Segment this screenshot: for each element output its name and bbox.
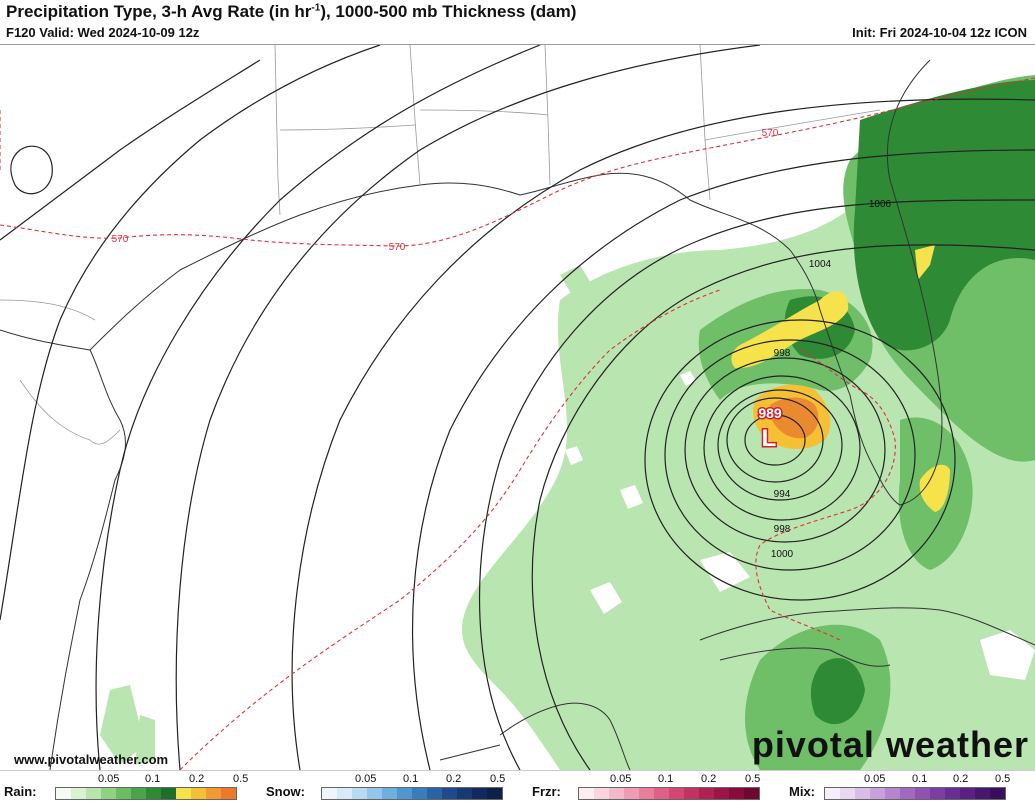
thickness-label: 570 — [112, 234, 129, 245]
legend-mix: Mix: 0.05 0.1 0.2 0.5 — [789, 773, 1011, 800]
legend-snow-swatch — [397, 788, 412, 799]
legend-frzr-label: Frzr: — [532, 784, 561, 799]
coastlines — [0, 59, 1035, 770]
legend-frzr-swatch — [714, 788, 729, 799]
low-pressure-center: 989 L — [757, 404, 784, 454]
legend-rain-swatch — [221, 788, 236, 799]
legend-snow-swatch — [322, 788, 337, 799]
weather-map: 1006 1004 998 994 998 1000 570 570 570 9… — [0, 45, 1035, 770]
legend-rain-swatch — [86, 788, 101, 799]
legend-frzr-swatch — [729, 788, 744, 799]
legend-frzr-swatch — [594, 788, 609, 799]
legend-rain-swatch — [131, 788, 146, 799]
legend-rain-swatch — [176, 788, 191, 799]
low-pressure-value: 989 — [758, 405, 782, 421]
legend-rain-swatch — [206, 788, 221, 799]
legend-rain-swatch — [56, 788, 71, 799]
legend-mix-swatch — [945, 788, 960, 799]
low-pressure-symbol: L — [762, 425, 777, 452]
isobar-label: 1006 — [869, 199, 892, 210]
legend-snow-swatch — [367, 788, 382, 799]
legend-rain-swatch — [161, 788, 176, 799]
legend-mix-swatch — [900, 788, 915, 799]
map-canvas: 1006 1004 998 994 998 1000 570 570 570 9… — [0, 45, 1035, 770]
legend-mix-swatch — [990, 788, 1005, 799]
legend-snow-swatch — [427, 788, 442, 799]
legend-snow-swatch — [337, 788, 352, 799]
legend-snow-swatch — [457, 788, 472, 799]
legend-rain-swatch — [146, 788, 161, 799]
legend-rain-swatch — [116, 788, 131, 799]
legend-mix-swatch — [840, 788, 855, 799]
precip-legend: Rain: 0.05 0.1 0.2 0.5 Snow: 0.05 0.1 0.… — [0, 770, 1035, 801]
legend-snow-swatch — [352, 788, 367, 799]
legend-mix-swatch — [870, 788, 885, 799]
isobar-label: 998 — [774, 348, 791, 359]
legend-mix-swatch — [930, 788, 945, 799]
legend-frzr-swatch — [654, 788, 669, 799]
legend-frzr-swatch — [669, 788, 684, 799]
legend-rain-colorbar — [55, 787, 237, 800]
legend-frzr: Frzr: 0.05 0.1 0.2 0.5 — [532, 773, 761, 800]
legend-rain: Rain: 0.05 0.1 0.2 0.5 — [4, 773, 249, 800]
legend-frzr-swatch — [639, 788, 654, 799]
legend-frzr-swatch — [744, 788, 759, 799]
thickness-label: 570 — [389, 242, 406, 253]
legend-rain-swatch — [191, 788, 206, 799]
legend-mix-swatch — [975, 788, 990, 799]
legend-frzr-swatch — [609, 788, 624, 799]
legend-frzr-colorbar — [578, 787, 760, 800]
legend-rain-swatch — [101, 788, 116, 799]
website-url: www.pivotalweather.com — [14, 752, 169, 767]
legend-mix-swatch — [825, 788, 840, 799]
legend-mix-colorbar — [824, 787, 1006, 800]
legend-mix-label: Mix: — [789, 784, 815, 799]
isobar-label: 1000 — [771, 549, 794, 560]
thickness-contours — [0, 77, 1035, 770]
legend-snow-swatch — [472, 788, 487, 799]
legend-snow-label: Snow: — [266, 784, 305, 799]
legend-snow-swatch — [412, 788, 427, 799]
thickness-label: 570 — [762, 128, 779, 139]
legend-snow-colorbar — [321, 787, 503, 800]
header: Precipitation Type, 3-h Avg Rate (in hr-… — [0, 0, 1035, 45]
legend-snow-swatch — [382, 788, 397, 799]
isobar-label: 994 — [774, 489, 791, 500]
init-time: Init: Fri 2024-10-04 12z ICON — [852, 25, 1027, 40]
legend-mix-swatch — [885, 788, 900, 799]
legend-rain-swatch — [71, 788, 86, 799]
legend-frzr-swatch — [624, 788, 639, 799]
legend-snow-swatch — [442, 788, 457, 799]
legend-snow-swatch — [487, 788, 502, 799]
legend-mix-swatch — [960, 788, 975, 799]
legend-mix-swatch — [915, 788, 930, 799]
legend-snow: Snow: 0.05 0.1 0.2 0.5 — [266, 773, 506, 800]
map-title: Precipitation Type, 3-h Avg Rate (in hr-… — [6, 2, 577, 21]
valid-time: F120 Valid: Wed 2024-10-09 12z — [6, 25, 200, 40]
brand-logo: pivotal weather — [751, 724, 1029, 765]
isobar-label: 1004 — [809, 259, 832, 270]
legend-frzr-swatch — [684, 788, 699, 799]
legend-frzr-swatch — [699, 788, 714, 799]
legend-mix-swatch — [855, 788, 870, 799]
legend-rain-label: Rain: — [4, 784, 37, 799]
legend-frzr-swatch — [579, 788, 594, 799]
isobar-label: 998 — [774, 524, 791, 535]
isobars — [0, 45, 1035, 770]
